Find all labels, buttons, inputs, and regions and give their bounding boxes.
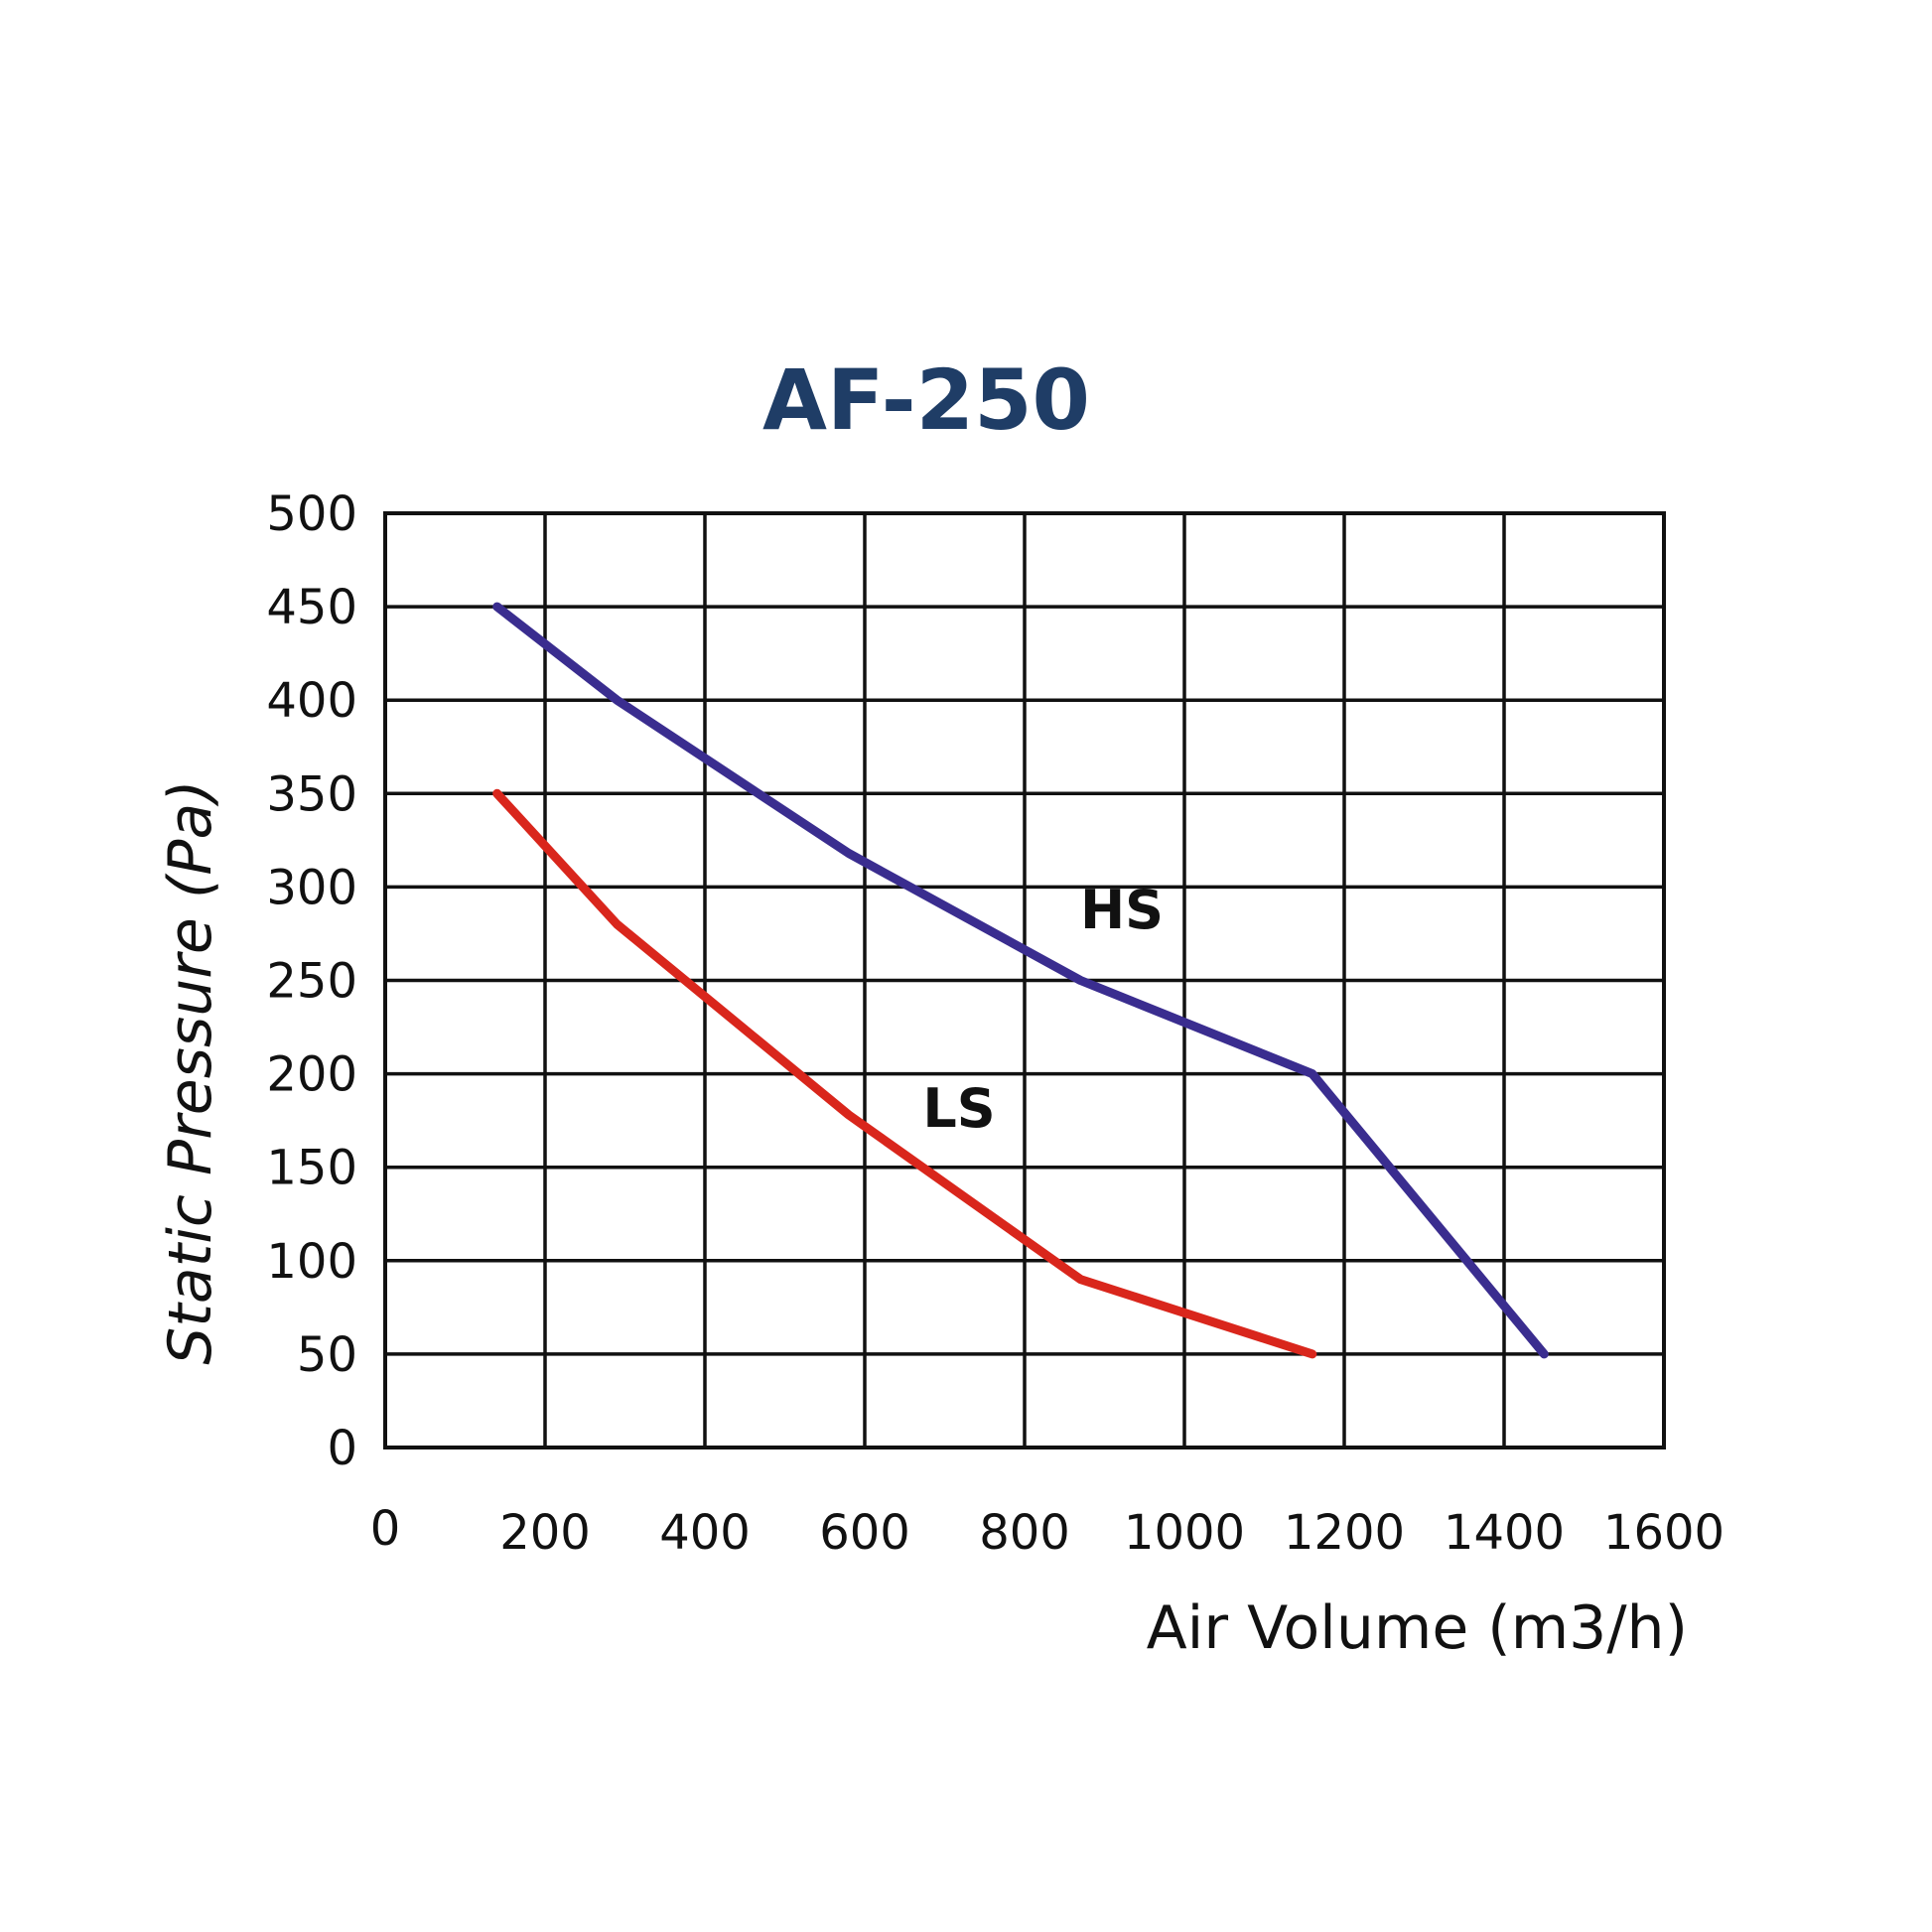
- series-labels: HS LS: [922, 879, 1164, 1140]
- x-tick-label: 200: [499, 1505, 591, 1561]
- y-tick-label: 200: [266, 1047, 357, 1103]
- series-label-hs: HS: [1080, 879, 1164, 941]
- y-tick-label: 450: [266, 580, 357, 635]
- x-tick-label: 400: [659, 1505, 751, 1561]
- x-tick-label: 1600: [1603, 1505, 1725, 1561]
- y-tick-label: 0: [327, 1421, 357, 1476]
- y-tick-label: 300: [266, 860, 357, 915]
- x-tick-label: 600: [819, 1505, 910, 1561]
- y-tick-label: 100: [266, 1234, 357, 1290]
- y-tick-label: 250: [266, 954, 357, 1010]
- chart-title: AF-250: [762, 351, 1090, 449]
- x-tick-label: 1400: [1444, 1505, 1565, 1561]
- series-layer: [492, 602, 1549, 1359]
- plot-frame: [383, 511, 1666, 1449]
- y-axis-label: Static Pressure (Pa): [156, 779, 225, 1364]
- series-line-hs: [492, 602, 1549, 1359]
- grid: [383, 511, 1666, 1449]
- y-tick-labels: 0 50 100 150 200 250 300 350 400 450 500: [266, 486, 357, 1476]
- y-tick-label: 500: [266, 486, 357, 542]
- y-tick-label: 400: [266, 673, 357, 729]
- y-tick-label: 50: [297, 1327, 357, 1383]
- x-tick-label: 1200: [1284, 1505, 1405, 1561]
- x-tick-label: 800: [979, 1505, 1070, 1561]
- x-tick-label: 0: [370, 1501, 401, 1557]
- x-tick-label: 1000: [1124, 1505, 1245, 1561]
- x-axis-label: Air Volume (m3/h): [1147, 1593, 1688, 1663]
- y-tick-label: 350: [266, 766, 357, 822]
- y-tick-label: 150: [266, 1141, 357, 1196]
- x-tick-labels: 0 200 400 600 800 1000 1200 1400 1600: [370, 1501, 1725, 1561]
- series-line-ls: [492, 788, 1317, 1359]
- series-label-ls: LS: [922, 1077, 995, 1140]
